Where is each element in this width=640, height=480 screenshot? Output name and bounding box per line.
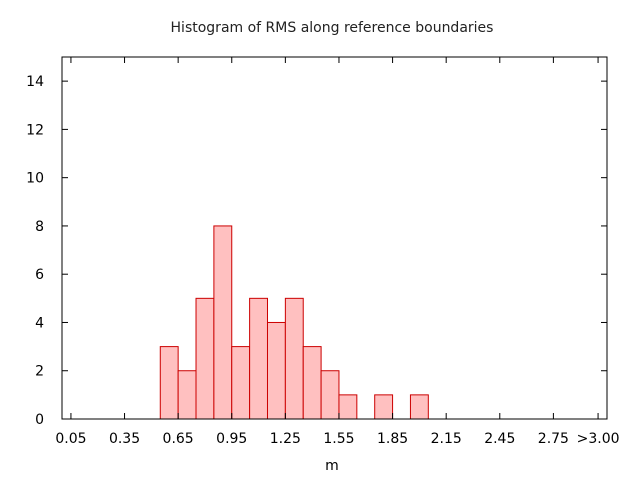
x-tick-label: 1.85 — [377, 431, 408, 447]
y-tick-label: 12 — [26, 122, 44, 138]
x-tick-label: 0.95 — [216, 431, 247, 447]
bars-group — [159, 225, 429, 420]
y-tick-label: 2 — [35, 364, 44, 380]
x-tick-label: 0.65 — [163, 431, 194, 447]
histogram-bar — [284, 297, 304, 420]
plot-frame — [61, 56, 608, 420]
y-tick-label: 0 — [35, 412, 44, 428]
x-tick-label: 2.75 — [538, 431, 569, 447]
x-tick-label: 2.45 — [484, 431, 515, 447]
y-tick-label: 10 — [26, 171, 44, 187]
x-tick-label: 1.55 — [323, 431, 354, 447]
histogram-bar — [231, 346, 251, 420]
x-tick-label: 2.15 — [431, 431, 462, 447]
x-axis-label: m — [325, 458, 339, 474]
histogram-bar — [302, 346, 322, 420]
ticks-group: 0 2 4 6 8 10 12 14 0.05 0.35 0.65 0.95 1.25 1.55 1.85 2… — [26, 57, 620, 447]
histogram-bar — [374, 394, 394, 420]
histogram-bar — [320, 370, 340, 420]
x-tick-label: >3.00 — [577, 431, 620, 447]
histogram-bar — [338, 394, 358, 420]
chart-title: Histogram of RMS along reference boundar… — [171, 20, 494, 36]
x-tick-label: 0.35 — [109, 431, 140, 447]
histogram-bar — [409, 394, 429, 420]
y-tick-label: 6 — [35, 267, 44, 283]
x-tick-label: 1.25 — [270, 431, 301, 447]
y-tick-label: 14 — [26, 74, 44, 90]
histogram-bar — [177, 370, 197, 420]
histogram-bar — [249, 297, 268, 420]
histogram-bar — [266, 321, 286, 420]
histogram-bar — [195, 297, 215, 420]
y-tick-label: 4 — [35, 315, 44, 331]
x-tick-label: 0.05 — [55, 431, 86, 447]
histogram-bar — [159, 346, 179, 420]
y-tick-label: 8 — [35, 219, 44, 235]
histogram-bar — [213, 225, 233, 420]
